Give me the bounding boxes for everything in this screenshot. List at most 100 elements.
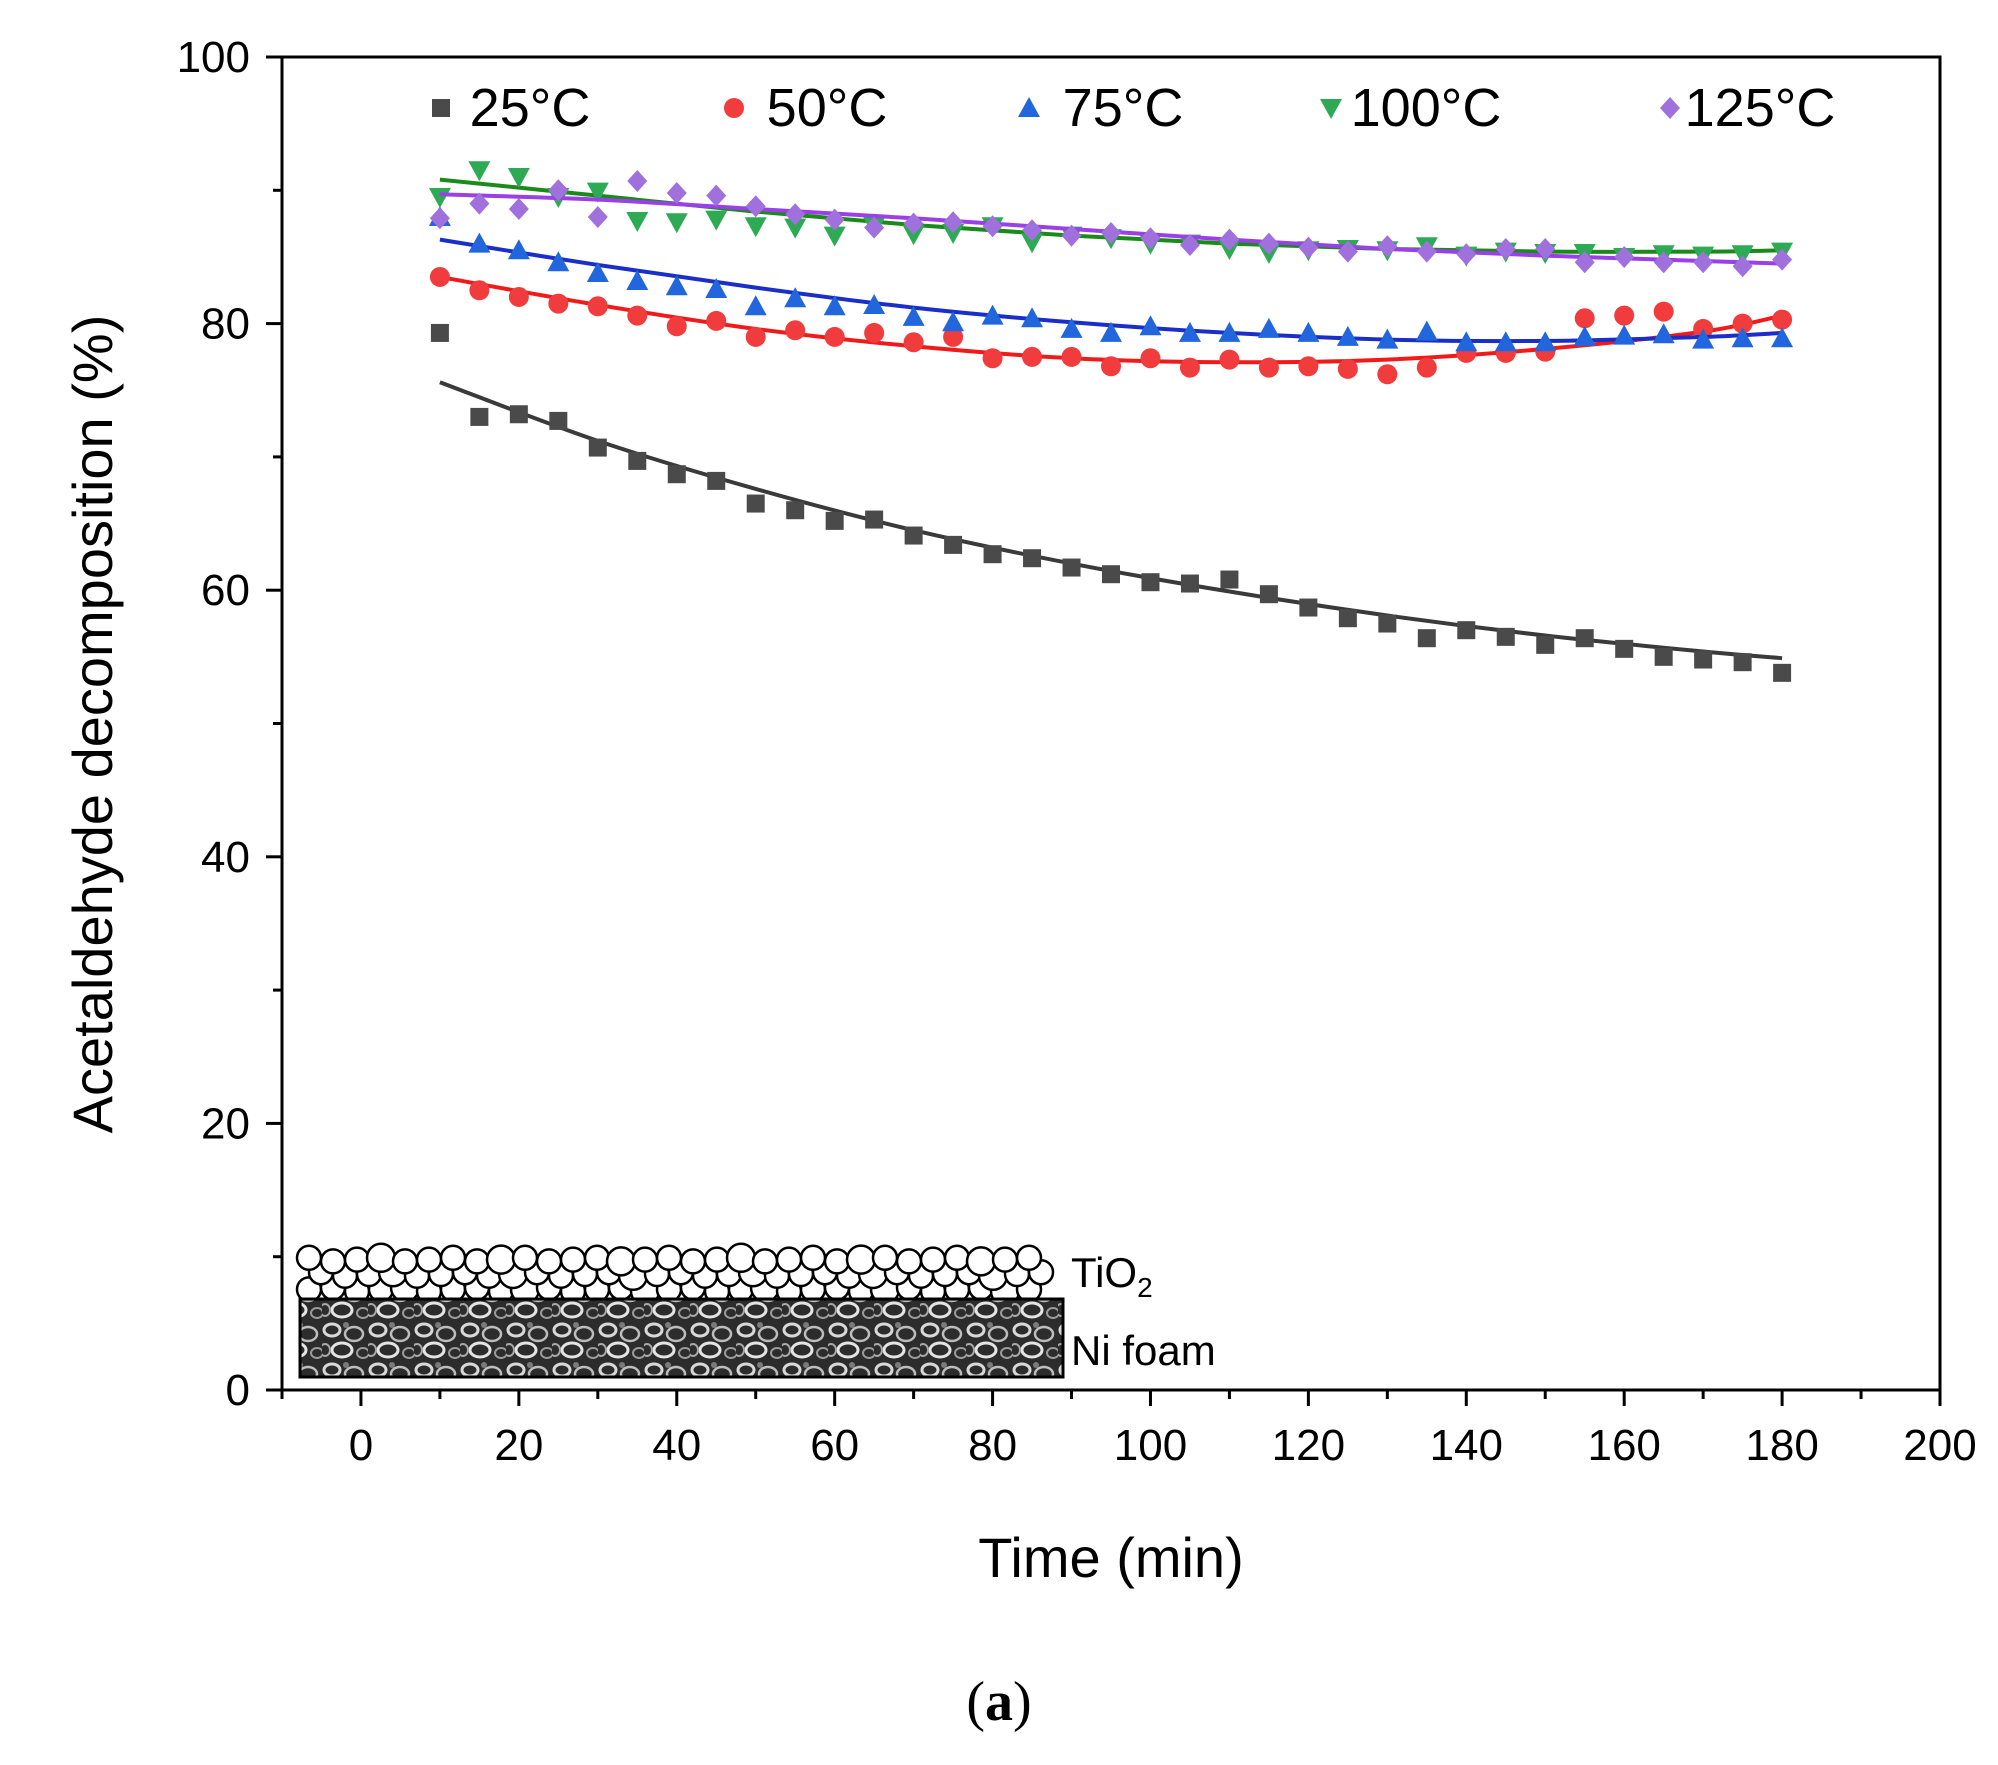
data-point — [903, 212, 924, 235]
data-point — [1455, 331, 1478, 352]
data-point — [468, 161, 491, 182]
data-point — [944, 535, 963, 554]
ni-foam-block — [298, 1297, 1065, 1379]
data-point — [1259, 585, 1278, 604]
tio2-sphere — [439, 1244, 467, 1272]
data-point — [665, 213, 688, 234]
legend-marker — [1018, 97, 1040, 117]
data-point — [1061, 224, 1082, 247]
data-point — [1179, 357, 1200, 378]
data-point — [824, 208, 845, 231]
data-point — [588, 438, 607, 457]
data-point — [942, 311, 965, 332]
data-point — [666, 316, 687, 337]
data-point — [744, 295, 767, 316]
data-point — [1416, 357, 1437, 378]
tio2-sphere — [703, 1246, 731, 1273]
data-point — [430, 323, 449, 342]
data-point — [1100, 321, 1122, 342]
data-point — [1378, 614, 1397, 633]
data-point — [902, 225, 925, 246]
data-point — [1178, 321, 1201, 342]
tio2-sphere — [655, 1244, 683, 1272]
data-point — [428, 187, 451, 208]
x-axis-label: Time (min) — [978, 1526, 1243, 1589]
data-point — [469, 192, 490, 215]
data-point — [1298, 356, 1319, 377]
data-point — [785, 320, 806, 341]
tio2-sphere — [845, 1244, 877, 1275]
data-point — [1062, 558, 1081, 577]
data-point — [469, 280, 490, 301]
data-point — [1102, 565, 1120, 584]
x-tick-label: 180 — [1745, 1421, 1818, 1470]
data-point — [666, 181, 687, 204]
tio2-label-subscript: 2 — [1137, 1272, 1153, 1303]
data-point — [1733, 653, 1752, 672]
tio2-sphere — [511, 1244, 539, 1272]
data-point — [823, 226, 846, 247]
data-point — [1257, 317, 1280, 338]
data-point — [745, 326, 766, 347]
data-point — [746, 494, 765, 513]
data-point — [863, 293, 886, 314]
data-point — [1021, 233, 1044, 254]
data-point — [1693, 251, 1714, 274]
data-point — [745, 195, 766, 218]
data-point — [1021, 307, 1044, 328]
tio2-sphere — [391, 1248, 419, 1275]
x-tick-label: 20 — [494, 1421, 543, 1470]
data-point — [1022, 219, 1043, 242]
data-point — [1337, 240, 1358, 263]
inset-schematic: TiO2 Ni foam — [295, 1242, 1216, 1379]
tio2-sphere — [343, 1246, 371, 1273]
data-point — [902, 305, 925, 326]
caption-letter: a — [985, 1671, 1013, 1733]
data-point — [1613, 324, 1636, 345]
caption-close: ) — [1013, 1671, 1032, 1733]
data-point — [468, 232, 491, 253]
data-point — [507, 239, 530, 260]
plot-frame — [280, 55, 1942, 1392]
data-point — [706, 184, 727, 207]
x-tick-label: 120 — [1272, 1421, 1345, 1470]
data-point — [1101, 356, 1121, 377]
legend-label: 125°C — [1685, 78, 1836, 138]
tio2-sphere — [535, 1248, 563, 1275]
x-tick-label: 100 — [1114, 1421, 1187, 1470]
data-point — [1772, 309, 1793, 330]
data-point — [1180, 574, 1199, 593]
tio2-sphere — [775, 1246, 803, 1273]
data-point — [1495, 237, 1516, 260]
x-tick-label: 40 — [652, 1421, 701, 1470]
data-point — [823, 295, 846, 316]
data-point — [1297, 321, 1320, 342]
data-point — [1299, 598, 1318, 617]
data-point — [825, 511, 844, 530]
data-point — [1535, 237, 1556, 260]
data-point — [627, 169, 648, 192]
x-tick-label: 140 — [1430, 1421, 1503, 1470]
data-point — [1298, 236, 1319, 259]
y-tick-label: 80 — [201, 300, 250, 349]
data-point — [587, 205, 608, 228]
data-point — [1653, 251, 1674, 274]
data-point — [903, 332, 924, 353]
series-4 — [429, 169, 1793, 278]
data-point — [1772, 248, 1793, 271]
data-point — [507, 167, 530, 188]
data-point — [548, 293, 569, 314]
tio2-sphere — [1015, 1244, 1043, 1272]
data-point — [1218, 321, 1241, 342]
data-point — [1220, 570, 1239, 589]
data-point — [587, 296, 608, 317]
data-point — [1731, 327, 1754, 348]
legend-label: 25°C — [470, 78, 591, 138]
data-point — [943, 326, 964, 347]
data-point — [586, 182, 609, 203]
data-point — [626, 211, 649, 232]
data-point — [942, 223, 965, 244]
legend-label: 75°C — [1063, 78, 1184, 138]
tio2-sphere — [485, 1244, 517, 1275]
data-point — [1573, 325, 1596, 346]
